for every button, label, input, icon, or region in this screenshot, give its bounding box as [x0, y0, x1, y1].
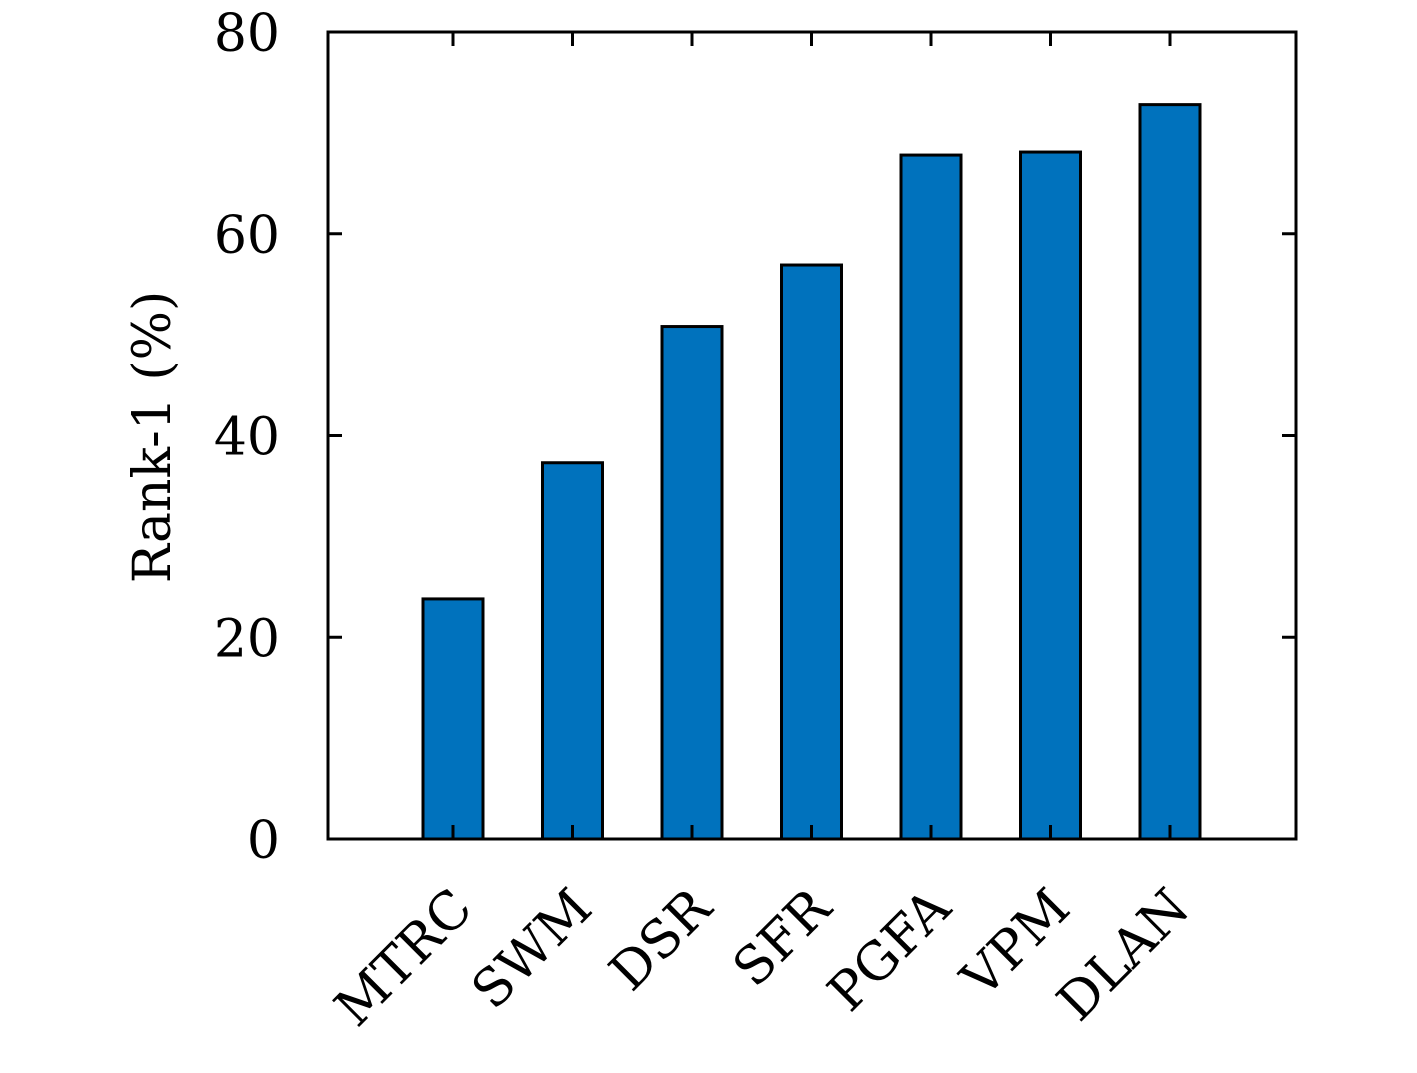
y-axis-title: Rank-1 (%) — [123, 291, 183, 584]
bar-vpm — [1019, 150, 1082, 841]
bar-dlan — [1138, 103, 1202, 841]
bar-sfr — [780, 263, 843, 841]
x-category-label: DSR — [598, 876, 724, 1002]
x-category-label: PGFA — [817, 877, 963, 1023]
y-tick-label: 0 — [247, 811, 280, 871]
axes-layer — [326, 30, 1298, 841]
y-tick-label: 80 — [214, 4, 280, 64]
x-category-label: MTRC — [324, 878, 484, 1038]
y-tick-label: 20 — [214, 609, 280, 669]
bar-pgfa — [899, 153, 963, 841]
bar-dsr — [660, 325, 724, 841]
bar-swm — [541, 461, 604, 841]
y-tick-label: 40 — [214, 408, 280, 468]
x-category-label: DLAN — [1046, 878, 1201, 1033]
y-tick-label: 60 — [214, 206, 280, 266]
x-category-label: SWM — [461, 878, 604, 1021]
bar-mtrc — [421, 597, 485, 841]
bars-layer — [421, 103, 1202, 841]
